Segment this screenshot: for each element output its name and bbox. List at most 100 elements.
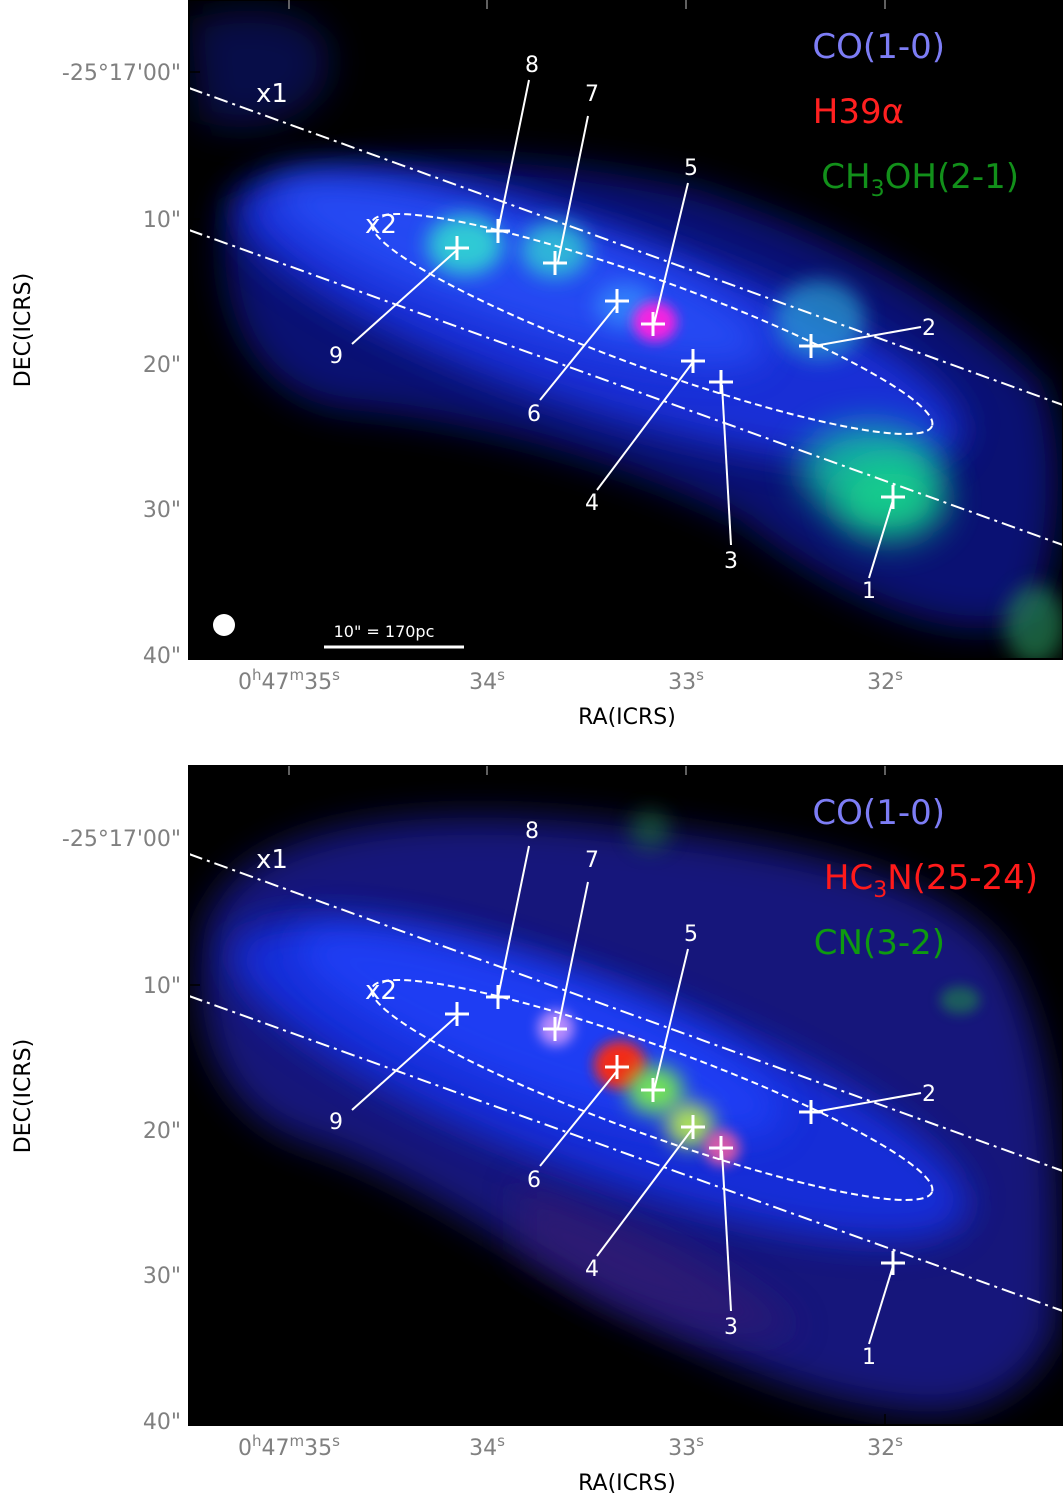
marker-1: [881, 485, 905, 509]
position-labels: 1 2 3 4 5 6 7 8 9: [329, 53, 936, 604]
ra-tick-labels: 0h47m35s 34s 33s 32s: [238, 1432, 903, 1461]
legend-ch3oh: CH3OH(2-1): [821, 157, 1019, 202]
x1-orbit-line-upper: [189, 853, 1063, 1172]
x1-orbit-line-lower: [189, 229, 1063, 546]
position-label-3: 3: [724, 549, 738, 574]
position-labels: 1 2 3 4 5 6 7 8 9: [329, 819, 936, 1370]
x2-orbit-ellipse: [370, 213, 934, 435]
position-label-2: 2: [922, 316, 936, 341]
svg-text:30": 30": [143, 1264, 181, 1289]
emission-map: [190, 10, 1063, 659]
marker-3: [709, 370, 733, 394]
marker-8: [486, 985, 510, 1009]
position-markers: [445, 985, 905, 1275]
marker-5: [641, 312, 665, 336]
svg-text:10": 10": [143, 208, 181, 233]
marker-4: [681, 349, 705, 373]
legend-cn: CN(3-2): [814, 923, 945, 963]
orbit-overlays: [189, 853, 1063, 1312]
svg-text:20": 20": [143, 1119, 181, 1144]
top-axis-ticks: [288, 0, 886, 9]
svg-text:40": 40": [143, 1410, 181, 1435]
x2-orbit-ellipse: [370, 979, 934, 1201]
position-label-7: 7: [585, 848, 599, 873]
position-label-1: 1: [862, 1345, 876, 1370]
x-axis-title: RA(ICRS): [578, 705, 676, 730]
legend-co: CO(1-0): [812, 27, 945, 67]
marker-8: [486, 219, 510, 243]
marker-2: [799, 334, 823, 358]
svg-text:20": 20": [143, 353, 181, 378]
svg-text:33s: 33s: [668, 666, 704, 695]
svg-text:34s: 34s: [469, 1432, 505, 1461]
marker-6: [605, 1055, 629, 1079]
svg-text:-25°17'00": -25°17'00": [62, 61, 181, 86]
marker-3: [709, 1136, 733, 1160]
dec-tick-labels: -25°17'00" 10" 20" 30" 40": [62, 61, 181, 669]
position-label-6: 6: [527, 1168, 541, 1193]
svg-text:40": 40": [143, 644, 181, 669]
beam-size-marker: [213, 614, 235, 636]
dec-tick-labels: -25°17'00" 10" 20" 30" 40": [62, 827, 181, 1435]
scale-bar-label: 10" = 170pc: [334, 622, 435, 641]
legend-top: CO(1-0) H39α CH3OH(2-1): [812, 27, 1019, 202]
marker-5: [641, 1078, 665, 1102]
x1-orbit-line-lower: [189, 995, 1063, 1312]
leader-lines: [351, 79, 922, 579]
marker-7: [543, 251, 567, 275]
marker-9: [445, 1002, 469, 1026]
legend-hc3n: HC3N(25-24): [824, 858, 1038, 903]
position-label-5: 5: [684, 156, 698, 181]
legend-h39alpha: H39α: [813, 92, 904, 132]
legend-bottom: CO(1-0) HC3N(25-24) CN(3-2): [812, 793, 1038, 963]
position-label-1: 1: [862, 579, 876, 604]
orbit-overlays: [189, 87, 1063, 546]
position-label-8: 8: [525, 819, 539, 844]
y-axis-title: DEC(ICRS): [11, 273, 36, 387]
svg-text:-25°17'00": -25°17'00": [62, 827, 181, 852]
position-label-4: 4: [585, 1257, 599, 1282]
x1-orbit-line-upper: [189, 87, 1063, 406]
svg-text:0h47m35s: 0h47m35s: [238, 1432, 340, 1461]
emission-map: [201, 810, 1057, 1413]
y-axis-title: DEC(ICRS): [11, 1039, 36, 1153]
x1-label: x1: [256, 79, 288, 109]
legend-co: CO(1-0): [812, 793, 945, 833]
svg-text:34s: 34s: [469, 666, 505, 695]
svg-text:33s: 33s: [668, 1432, 704, 1461]
x2-label: x2: [365, 210, 397, 240]
panel-top: 1 2 3 4 5 6 7 8 9 x1 x2 10" = 170pc CO(1…: [11, 0, 1063, 730]
x1-label: x1: [256, 845, 288, 875]
leader-lines: [351, 845, 922, 1345]
position-markers: [445, 219, 905, 509]
position-label-4: 4: [585, 491, 599, 516]
svg-text:30": 30": [143, 498, 181, 523]
axis-ticks: [189, 71, 886, 659]
panel-bottom: 1 2 3 4 5 6 7 8 9 x1 x2 CO(1-0) HC3N(25-…: [11, 765, 1063, 1496]
marker-7: [543, 1017, 567, 1041]
x2-label: x2: [365, 976, 397, 1006]
svg-text:32s: 32s: [867, 666, 903, 695]
position-label-5: 5: [684, 922, 698, 947]
position-label-2: 2: [922, 1082, 936, 1107]
svg-text:10": 10": [143, 974, 181, 999]
ra-tick-labels: 0h47m35s 34s 33s 32s: [238, 666, 903, 695]
x-axis-title: RA(ICRS): [578, 1471, 676, 1496]
marker-2: [799, 1100, 823, 1124]
position-label-8: 8: [525, 53, 539, 78]
top-axis-ticks: [288, 766, 886, 775]
position-label-7: 7: [585, 82, 599, 107]
svg-text:0h47m35s: 0h47m35s: [238, 666, 340, 695]
position-label-9: 9: [329, 344, 343, 369]
axis-ticks: [189, 837, 886, 1425]
position-label-9: 9: [329, 1110, 343, 1135]
marker-9: [445, 236, 469, 260]
axes-frame: [188, 0, 1063, 660]
position-label-3: 3: [724, 1315, 738, 1340]
marker-4: [681, 1115, 705, 1139]
position-label-6: 6: [527, 402, 541, 427]
svg-text:32s: 32s: [867, 1432, 903, 1461]
marker-1: [881, 1251, 905, 1275]
marker-6: [605, 289, 629, 313]
